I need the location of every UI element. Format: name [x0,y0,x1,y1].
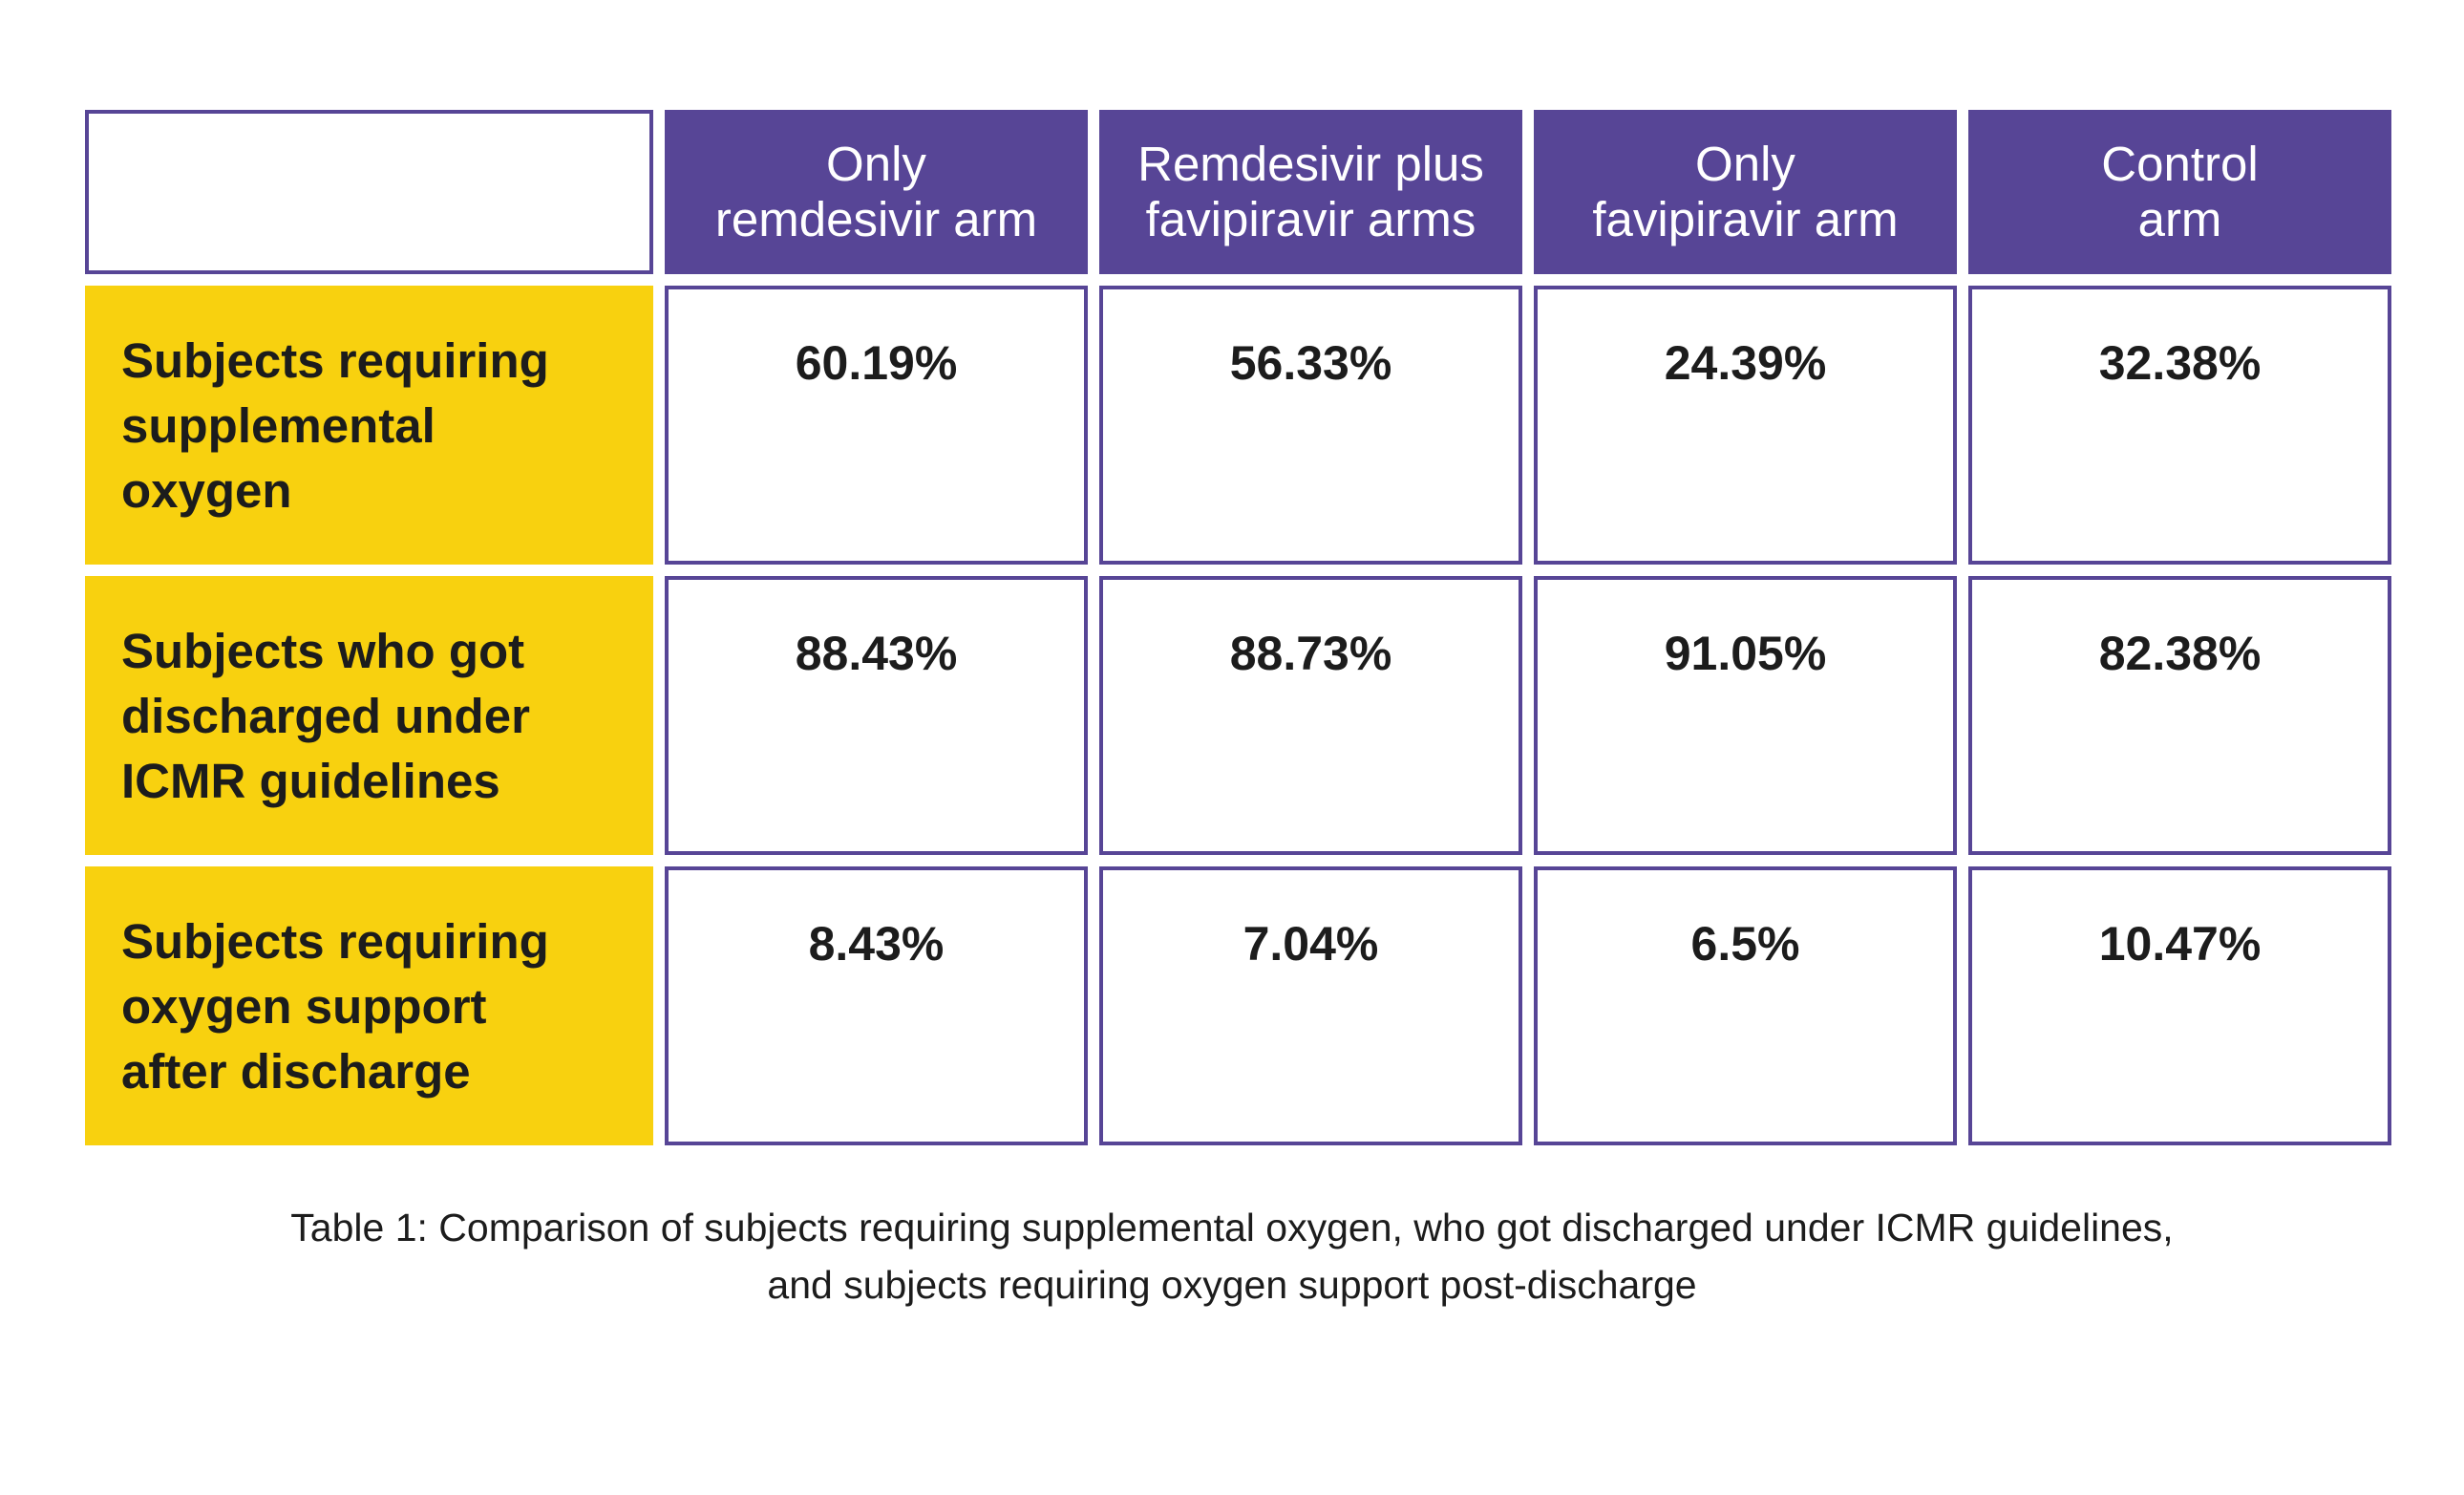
row-header-oxygen-after-discharge: Subjects requiring oxygen support after … [85,866,653,1145]
column-header-label: Only remdesivir arm [714,137,1038,246]
column-header-remdesivir-plus-favipiravir: Remdesivir plus favipiravir arms [1099,110,1522,274]
table-cell: 6.5% [1534,866,1957,1145]
column-header-control: Control arm [1968,110,2391,274]
table-cell: 32.38% [1968,286,2391,565]
row-header-supplemental-oxygen: Subjects requiring supplemental oxygen [85,286,653,565]
table-cell: 82.38% [1968,576,2391,855]
table-cell: 60.19% [665,286,1088,565]
column-header-label: Remdesivir plus favipiravir arms [1137,137,1484,246]
comparison-table: Only remdesivir arm Remdesivir plus favi… [85,110,2391,1145]
row-header-discharged: Subjects who got discharged under ICMR g… [85,576,653,855]
table-cell: 91.05% [1534,576,1957,855]
column-header-remdesivir: Only remdesivir arm [665,110,1088,274]
table-cell: 56.33% [1099,286,1522,565]
table-cell: 7.04% [1099,866,1522,1145]
table-cell: 24.39% [1534,286,1957,565]
table-cell: 10.47% [1968,866,2391,1145]
column-header-label: Control arm [2101,137,2259,246]
table-corner-cell [85,110,653,274]
table-cell: 8.43% [665,866,1088,1145]
column-header-favipiravir: Only favipiravir arm [1534,110,1957,274]
caption-line-1: Table 1: Comparison of subjects requirin… [290,1206,2174,1249]
table-cell: 88.43% [665,576,1088,855]
caption-line-2: and subjects requiring oxygen support po… [767,1263,1697,1307]
table-cell: 88.73% [1099,576,1522,855]
column-header-label: Only favipiravir arm [1592,137,1899,246]
table-caption: Table 1: Comparison of subjects requirin… [0,1199,2464,1313]
